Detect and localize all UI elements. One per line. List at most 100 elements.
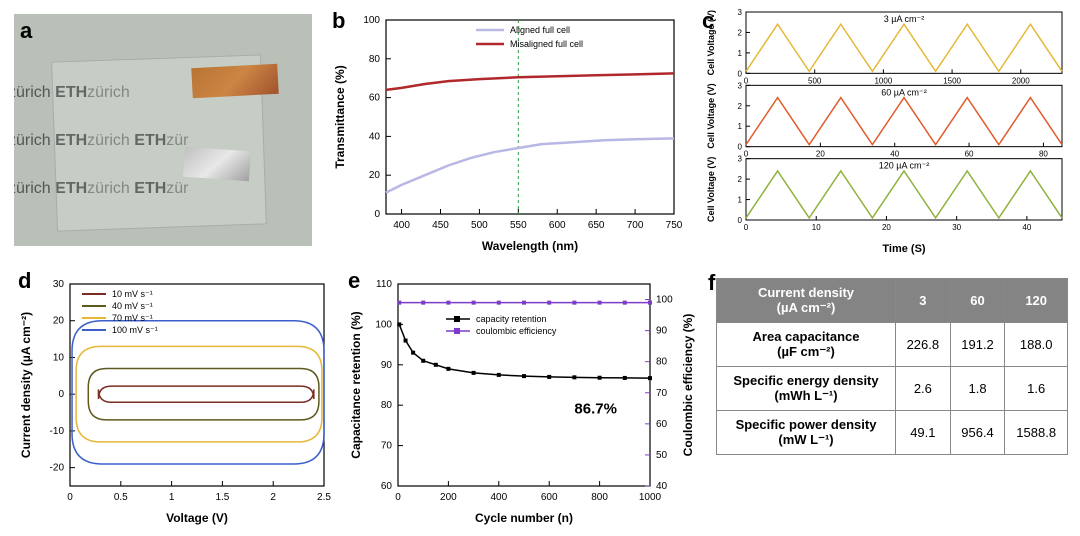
svg-text:100: 100 (375, 319, 392, 330)
svg-text:90: 90 (656, 326, 668, 337)
chart-cv: 00.511.522.5-20-100102030Voltage (V)Curr… (14, 268, 334, 528)
svg-text:2: 2 (738, 28, 743, 37)
svg-text:Aligned full cell: Aligned full cell (510, 25, 570, 35)
svg-text:Transmittance (%): Transmittance (%) (333, 65, 347, 168)
svg-text:400: 400 (393, 220, 410, 231)
svg-text:60: 60 (965, 150, 974, 159)
svg-text:Cell Voltage (V): Cell Voltage (V) (706, 157, 716, 222)
svg-text:700: 700 (627, 220, 644, 231)
svg-text:86.7%: 86.7% (574, 400, 617, 417)
svg-text:3: 3 (738, 81, 743, 90)
photo-mock: zürich ETHzürich zürich ETHzürich ETHzür… (14, 14, 312, 246)
svg-text:Time (S): Time (S) (882, 243, 926, 255)
svg-text:200: 200 (440, 492, 457, 503)
svg-text:0: 0 (395, 492, 401, 503)
svg-text:0: 0 (744, 76, 749, 85)
panel-label-b: b (332, 8, 345, 34)
panel-a: a zürich ETHzürich zürich ETHzürich ETHz… (14, 14, 312, 246)
svg-text:120 µA cm⁻²: 120 µA cm⁻² (879, 161, 929, 171)
panel-label-c: c (702, 8, 714, 34)
chart-gcd: 012305001000150020003 µA cm⁻²Cell Voltag… (700, 6, 1072, 256)
svg-text:20: 20 (369, 170, 381, 181)
svg-text:Wavelength (nm): Wavelength (nm) (482, 239, 578, 253)
svg-text:100: 100 (656, 295, 673, 306)
svg-text:70 mV s⁻¹: 70 mV s⁻¹ (112, 313, 153, 323)
panel-label-a: a (20, 18, 32, 44)
svg-text:40: 40 (1022, 223, 1031, 232)
svg-text:750: 750 (666, 220, 683, 231)
svg-text:110: 110 (376, 279, 392, 290)
svg-text:2000: 2000 (1012, 76, 1030, 85)
svg-text:1: 1 (169, 492, 175, 503)
svg-text:70: 70 (381, 441, 393, 452)
svg-text:40: 40 (656, 481, 668, 492)
svg-text:40: 40 (890, 150, 899, 159)
svg-text:0: 0 (738, 143, 743, 152)
svg-text:3: 3 (738, 8, 743, 17)
svg-text:1500: 1500 (943, 76, 961, 85)
data-table: Current density(µA cm⁻²)360120Area capac… (716, 278, 1068, 455)
svg-text:80: 80 (381, 400, 393, 411)
svg-text:10: 10 (53, 352, 65, 363)
svg-text:70: 70 (656, 388, 668, 399)
svg-text:450: 450 (432, 220, 449, 231)
svg-text:1000: 1000 (874, 76, 892, 85)
svg-text:2: 2 (738, 102, 743, 111)
svg-text:800: 800 (591, 492, 608, 503)
svg-text:1: 1 (738, 122, 743, 131)
svg-text:0: 0 (744, 150, 749, 159)
panel-label-f: f (708, 270, 715, 296)
svg-text:10 mV s⁻¹: 10 mV s⁻¹ (112, 289, 153, 299)
svg-text:-20: -20 (50, 463, 65, 474)
svg-text:0: 0 (58, 389, 64, 400)
svg-text:capacity retention: capacity retention (476, 314, 547, 324)
chart-transmittance: 400450500550600650700750020406080100Wave… (328, 6, 688, 256)
svg-text:2: 2 (738, 175, 743, 184)
panel-e: e 02004006008001000607080901001104050607… (344, 268, 704, 528)
svg-text:20: 20 (816, 150, 825, 159)
svg-text:0: 0 (67, 492, 73, 503)
svg-text:30: 30 (952, 223, 961, 232)
svg-text:60: 60 (369, 93, 381, 104)
svg-text:600: 600 (549, 220, 566, 231)
svg-text:650: 650 (588, 220, 605, 231)
svg-text:0: 0 (738, 69, 743, 78)
svg-text:400: 400 (490, 492, 507, 503)
svg-text:1000: 1000 (639, 492, 662, 503)
svg-text:Current density (µA cm⁻²): Current density (µA cm⁻²) (19, 312, 33, 458)
svg-text:1: 1 (738, 49, 743, 58)
svg-text:0.5: 0.5 (114, 492, 128, 503)
chart-retention: 0200400600800100060708090100110405060708… (344, 268, 704, 528)
svg-text:30: 30 (53, 279, 65, 290)
svg-text:40: 40 (369, 131, 381, 142)
svg-text:10: 10 (812, 223, 821, 232)
svg-text:20: 20 (53, 316, 65, 327)
svg-text:Cell Voltage (V): Cell Voltage (V) (706, 83, 716, 148)
svg-text:3 µA cm⁻²: 3 µA cm⁻² (884, 14, 924, 24)
svg-text:60: 60 (381, 481, 393, 492)
panel-label-e: e (348, 268, 360, 294)
svg-text:60 µA cm⁻²: 60 µA cm⁻² (881, 87, 926, 97)
svg-text:80: 80 (1039, 150, 1048, 159)
svg-text:0: 0 (374, 209, 380, 220)
svg-text:600: 600 (541, 492, 558, 503)
svg-text:Misaligned full cell: Misaligned full cell (510, 39, 583, 49)
panel-label-d: d (18, 268, 31, 294)
svg-text:100: 100 (363, 15, 380, 26)
svg-text:550: 550 (510, 220, 527, 231)
svg-text:Capacitance retention (%): Capacitance retention (%) (349, 311, 363, 458)
svg-text:Voltage (V): Voltage (V) (166, 511, 228, 525)
svg-text:Cycle number (n): Cycle number (n) (475, 511, 573, 525)
panel-d: d 00.511.522.5-20-100102030Voltage (V)Cu… (14, 268, 334, 528)
svg-text:80: 80 (369, 54, 381, 65)
svg-text:100 mV s⁻¹: 100 mV s⁻¹ (112, 325, 158, 335)
svg-text:90: 90 (381, 360, 393, 371)
svg-text:3: 3 (738, 155, 743, 164)
panel-c: c 012305001000150020003 µA cm⁻²Cell Volt… (700, 6, 1072, 256)
svg-text:0: 0 (738, 216, 743, 225)
svg-text:1: 1 (738, 196, 743, 205)
svg-text:60: 60 (656, 419, 668, 430)
svg-text:2.5: 2.5 (317, 492, 331, 503)
svg-text:1.5: 1.5 (215, 492, 229, 503)
svg-text:Coulombic efficiency (%): Coulombic efficiency (%) (681, 314, 695, 457)
